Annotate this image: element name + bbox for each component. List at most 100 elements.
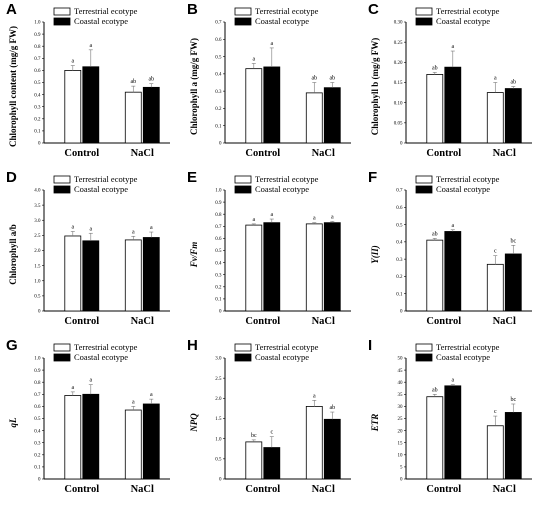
- legend-swatch-terrestrial: [415, 343, 433, 352]
- y-tick-label: 1.0: [34, 357, 41, 362]
- legend-swatch-terrestrial: [53, 7, 71, 16]
- x-category-label: Control: [426, 148, 461, 159]
- bar-coastal-control: [82, 66, 100, 144]
- y-axis-label: Chlorophyll a (mg/g FW): [189, 38, 199, 135]
- significance-letter: a: [150, 392, 153, 398]
- y-tick-label: 4.0: [34, 189, 41, 194]
- legend-swatch-coastal: [415, 353, 433, 362]
- bar-terrestrial-nacl: [124, 239, 142, 312]
- legend-swatch-coastal: [415, 185, 433, 194]
- y-tick-label: 0.1: [34, 466, 41, 471]
- y-tick-label: 1.0: [34, 279, 41, 284]
- x-category-label: NaCl: [312, 484, 335, 495]
- legend-label-coastal: Coastal ecotype: [74, 352, 128, 362]
- x-category-label: NaCl: [131, 316, 154, 327]
- y-tick-label: 0.1: [34, 130, 41, 135]
- legend-swatch-terrestrial: [234, 175, 252, 184]
- bar-coastal-nacl: [504, 412, 522, 480]
- significance-letter: a: [451, 44, 454, 50]
- bar-terrestrial-control: [426, 396, 444, 480]
- x-category-label: Control: [245, 148, 280, 159]
- legend-label-terrestrial: Terrestrial ecotype: [255, 174, 319, 184]
- bar-coastal-control: [444, 66, 462, 144]
- bar-coastal-nacl: [504, 253, 522, 312]
- bar-terrestrial-control: [64, 235, 82, 312]
- x-category-label: NaCl: [312, 148, 335, 159]
- y-tick-label: 0.3: [215, 273, 222, 278]
- significance-letter: ab: [148, 77, 154, 83]
- y-axis-label: qL: [8, 417, 18, 428]
- y-tick-label: 20: [398, 429, 404, 434]
- y-tick-label: 0.5: [34, 81, 41, 86]
- panel-label: B: [187, 1, 198, 18]
- y-tick-label: 0.5: [34, 417, 41, 422]
- bar-terrestrial-control: [245, 224, 263, 312]
- y-tick-label: 0.3: [34, 441, 41, 446]
- bar-coastal-control: [444, 231, 462, 312]
- y-axis-label: Chlorophyll b (mg/g FW): [370, 38, 380, 136]
- significance-letter: a: [313, 393, 316, 399]
- y-tick-label: 0.5: [215, 458, 222, 463]
- significance-letter: ab: [329, 76, 335, 82]
- bar-coastal-nacl: [142, 403, 160, 480]
- bar-coastal-nacl: [323, 418, 341, 480]
- y-tick-label: 0.10: [394, 101, 403, 106]
- y-tick-label: 0: [400, 310, 403, 315]
- panel-c: C 0 0.05 0.10 0.15 0.20 0.25 0.30 Chlorophyll b …: [368, 1, 532, 159]
- y-tick-label: 0.8: [34, 381, 41, 386]
- y-tick-label: 0: [38, 142, 41, 147]
- significance-letter: a: [451, 223, 454, 229]
- x-category-label: NaCl: [131, 484, 154, 495]
- bar-coastal-control: [263, 66, 281, 144]
- x-category-label: Control: [426, 316, 461, 327]
- panel-label: C: [368, 1, 379, 18]
- y-tick-label: 0.4: [215, 261, 222, 266]
- bar-terrestrial-nacl: [486, 263, 504, 312]
- significance-letter: a: [313, 216, 316, 222]
- panel-g: G 0 0.1 0.2 0.3 0.4 0.5 0.6 0.7 0.8 0.9 1.0 qL a a Cont…: [6, 337, 170, 495]
- x-category-label: NaCl: [493, 316, 516, 327]
- y-tick-label: 1.0: [215, 437, 222, 442]
- significance-letter: ab: [510, 80, 516, 86]
- y-tick-label: 0.9: [215, 201, 222, 206]
- y-tick-label: 0.8: [34, 45, 41, 50]
- panel-f: F 0 0.1 0.2 0.3 0.4 0.5 0.6 0.7 Y(II) ab a Control c b…: [368, 169, 532, 327]
- y-tick-label: 0.6: [215, 237, 222, 242]
- significance-letter: a: [252, 56, 255, 62]
- legend-label-terrestrial: Terrestrial ecotype: [74, 6, 138, 16]
- y-axis-label: Chlorophyll content (mg/g FW): [8, 26, 18, 147]
- y-tick-label: 2.5: [34, 234, 41, 239]
- y-tick-label: 0.7: [34, 393, 41, 398]
- significance-letter: bc: [251, 433, 257, 439]
- y-tick-label: 0: [400, 142, 403, 147]
- legend-label-coastal: Coastal ecotype: [74, 16, 128, 26]
- bar-terrestrial-control: [64, 395, 82, 480]
- legend-swatch-coastal: [53, 17, 71, 26]
- legend-swatch-coastal: [234, 17, 252, 26]
- legend-swatch-terrestrial: [234, 343, 252, 352]
- bar-terrestrial-control: [245, 441, 263, 480]
- y-tick-label: 0: [38, 310, 41, 315]
- legend-label-terrestrial: Terrestrial ecotype: [74, 342, 138, 352]
- panel-a: A 0 0.1 0.2 0.3 0.4 0.5 0.6 0.7 0.8 0.9 1.0 Chloroph…: [6, 1, 170, 159]
- y-tick-label: 0.5: [396, 223, 403, 228]
- y-tick-label: 0.2: [215, 286, 222, 291]
- significance-letter: a: [89, 43, 92, 49]
- legend-label-terrestrial: Terrestrial ecotype: [436, 174, 500, 184]
- y-tick-label: 1.0: [215, 189, 222, 194]
- y-tick-label: 0.1: [215, 124, 222, 129]
- significance-letter: a: [270, 212, 273, 218]
- y-tick-label: 45: [398, 369, 404, 374]
- bar-terrestrial-nacl: [305, 92, 323, 144]
- y-axis-label: Fv/Fm: [189, 242, 199, 269]
- legend-swatch-terrestrial: [415, 7, 433, 16]
- y-tick-label: 0: [219, 310, 222, 315]
- panel-label: A: [6, 1, 17, 18]
- bar-coastal-nacl: [504, 88, 522, 144]
- y-tick-label: 15: [398, 441, 404, 446]
